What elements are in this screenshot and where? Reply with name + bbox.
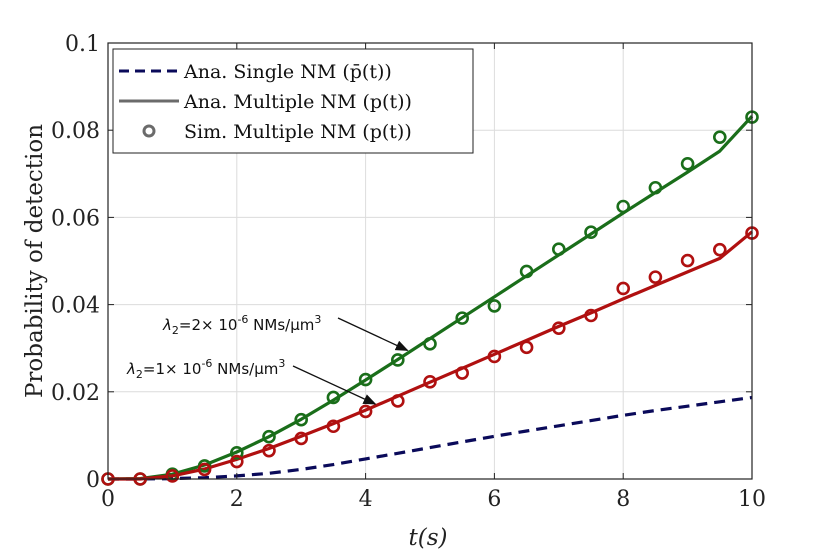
x-tick-label-2: 4 bbox=[359, 487, 373, 512]
x-axis-label: t(s) bbox=[409, 525, 448, 551]
series-2-point-15 bbox=[584, 225, 598, 240]
anno-sup2: 3 bbox=[278, 357, 285, 370]
series-4-point-5 bbox=[262, 443, 276, 458]
series-2-point-7 bbox=[326, 390, 341, 405]
series-4-point-7 bbox=[326, 419, 341, 434]
series-4-point-2 bbox=[165, 469, 180, 483]
y-axis-label: Probability of detection bbox=[22, 124, 48, 398]
series-layer bbox=[101, 110, 759, 486]
anno-prefix: λ bbox=[126, 360, 136, 378]
x-tick-label-1: 2 bbox=[230, 487, 244, 512]
series-4-point-11 bbox=[455, 366, 470, 380]
series-4-point-10 bbox=[423, 374, 437, 389]
y-tick-label-5: 0.1 bbox=[65, 32, 100, 57]
legend: Ana. Single NM (p̄(t)) Ana. Multiple NM … bbox=[112, 48, 474, 154]
anno-sup: -6 bbox=[237, 313, 248, 326]
y-tick-label-4: 0.08 bbox=[51, 119, 100, 144]
series-4-point-14 bbox=[551, 321, 566, 335]
series-4-point-8 bbox=[358, 404, 373, 419]
x-tick-label-5: 10 bbox=[738, 487, 766, 512]
series-2-point-13 bbox=[519, 264, 534, 279]
legend-swatch-marker bbox=[142, 124, 156, 138]
series-2-point-14 bbox=[551, 242, 566, 257]
legend-label-multiple-sim: Sim. Multiple NM (p(t)) bbox=[184, 121, 412, 143]
anno-mid: =1× 10 bbox=[143, 360, 202, 378]
series-4-point-12 bbox=[487, 349, 502, 364]
x-tick-label-4: 8 bbox=[616, 487, 630, 512]
y-tick-label-1: 0.02 bbox=[51, 381, 100, 406]
annotation-arrow-1 bbox=[292, 365, 377, 405]
series-2-point-10 bbox=[423, 337, 437, 351]
series-2-point-16 bbox=[616, 199, 631, 214]
axis-ticks: 0 2 4 6 8 10 0 0.02 0.04 0.06 0.08 0.1 bbox=[51, 32, 766, 512]
series-4-point-18 bbox=[680, 253, 695, 268]
series-4-point-19 bbox=[712, 242, 727, 257]
series-2-point-12 bbox=[487, 299, 502, 313]
series-line-3 bbox=[108, 230, 754, 481]
plot-frame bbox=[107, 42, 753, 480]
series-2-point-8 bbox=[358, 372, 373, 387]
series-line-0 bbox=[108, 395, 753, 481]
series-line-1 bbox=[107, 115, 754, 481]
anno-sub: 2 bbox=[136, 368, 143, 381]
anno-prefix: λ bbox=[162, 316, 172, 334]
y-tick-label-2: 0.04 bbox=[51, 294, 100, 319]
series-2-point-9 bbox=[390, 353, 405, 367]
series-2-point-4 bbox=[230, 446, 244, 460]
x-tick-label-3: 6 bbox=[487, 487, 501, 512]
anno-unit: NMs/μm bbox=[212, 360, 278, 378]
series-4-point-15 bbox=[584, 308, 598, 323]
anno-sup2: 3 bbox=[314, 313, 321, 326]
series-2-point-5 bbox=[262, 429, 276, 444]
series-4-point-17 bbox=[648, 270, 663, 284]
series-2-point-17 bbox=[648, 180, 663, 195]
series-2-point-19 bbox=[712, 130, 727, 144]
annotation-lambda-2e-6: λ2=2× 10-6 NMs/μm3 bbox=[162, 313, 321, 337]
x-tick-label-0: 0 bbox=[101, 487, 115, 512]
y-tick-label-3: 0.06 bbox=[51, 206, 100, 231]
series-2-point-18 bbox=[680, 156, 695, 171]
series-4-point-6 bbox=[294, 431, 309, 446]
annotation-lambda-1e-6: λ2=1× 10-6 NMs/μm3 bbox=[126, 357, 285, 381]
series-4-point-13 bbox=[519, 340, 534, 355]
anno-sup: -6 bbox=[201, 357, 212, 370]
annotations: λ2=2× 10-6 NMs/μm3 λ2=1× 10-6 NMs/μm3 bbox=[126, 313, 409, 405]
series-4-point-4 bbox=[230, 454, 244, 469]
anno-sub: 2 bbox=[172, 324, 179, 337]
annotation-arrow-0 bbox=[337, 317, 409, 351]
y-tick-label-0: 0 bbox=[86, 468, 100, 493]
series-2-point-11 bbox=[455, 311, 470, 325]
series-4-point-16 bbox=[616, 281, 631, 296]
anno-mid: =2× 10 bbox=[179, 316, 238, 334]
legend-label-single: Ana. Single NM (p̄(t)) bbox=[183, 61, 392, 83]
series-4-point-3 bbox=[197, 462, 212, 477]
anno-unit: NMs/μm bbox=[248, 316, 314, 334]
series-2-point-6 bbox=[294, 412, 309, 427]
series-4-point-9 bbox=[390, 394, 405, 408]
legend-label-multiple-ana: Ana. Multiple NM (p(t)) bbox=[183, 91, 412, 113]
